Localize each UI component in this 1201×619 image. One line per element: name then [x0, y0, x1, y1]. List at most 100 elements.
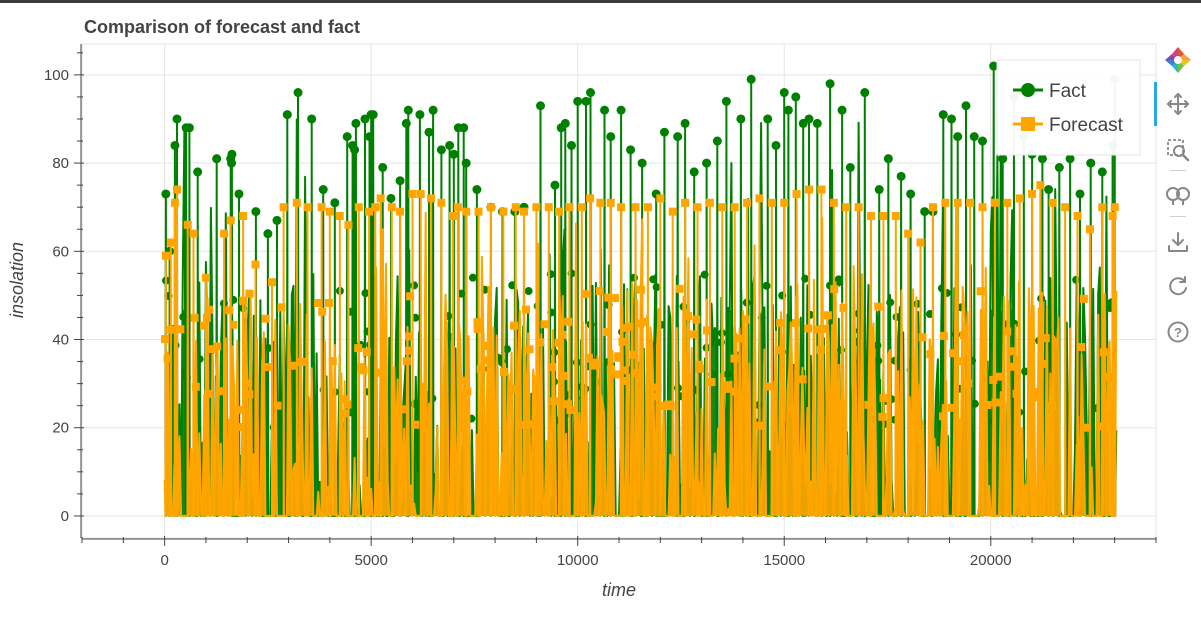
data-point	[776, 318, 785, 327]
data-point	[718, 203, 727, 212]
data-point	[582, 290, 591, 299]
data-point	[976, 287, 985, 296]
data-point	[721, 96, 731, 106]
data-point	[991, 398, 1000, 407]
data-point	[1003, 327, 1012, 336]
data-point	[1034, 393, 1043, 402]
data-point	[521, 305, 530, 314]
data-point	[961, 101, 971, 111]
data-point	[596, 198, 605, 207]
pan-icon[interactable]	[1158, 86, 1198, 122]
data-point	[410, 281, 419, 290]
data-point	[787, 404, 796, 413]
data-point	[700, 270, 709, 279]
data-point	[215, 387, 224, 396]
y-tick-label: 100	[44, 67, 69, 84]
data-point	[886, 298, 895, 307]
data-point	[864, 400, 873, 409]
axes: 0 5000 10000 15000 20000 0 20 40 60 80 100	[44, 44, 1157, 569]
data-point	[791, 92, 801, 102]
data-point	[763, 114, 773, 124]
data-point	[519, 207, 528, 216]
data-point	[783, 105, 793, 115]
data-point	[183, 220, 192, 229]
data-point	[1079, 294, 1088, 303]
data-point	[920, 207, 930, 217]
data-point	[643, 203, 652, 212]
data-point	[525, 345, 534, 354]
data-point	[741, 315, 750, 324]
data-point	[351, 118, 361, 128]
data-point	[473, 318, 482, 327]
help-icon[interactable]: ?	[1158, 314, 1198, 350]
x-tick-label: 20000	[970, 552, 1012, 569]
data-point	[640, 317, 649, 326]
data-point	[712, 136, 722, 146]
legend-item-fact[interactable]: Fact	[1013, 81, 1087, 102]
data-point	[947, 403, 956, 412]
data-point	[804, 114, 814, 124]
data-point	[227, 149, 237, 159]
data-point	[406, 292, 415, 301]
data-point	[964, 379, 973, 388]
data-point	[637, 158, 647, 168]
data-point	[340, 409, 349, 418]
data-point	[239, 212, 248, 221]
data-point	[428, 394, 437, 403]
data-point	[317, 203, 326, 212]
data-point	[1105, 373, 1114, 382]
data-point	[586, 194, 595, 203]
data-point	[227, 158, 237, 168]
data-point	[354, 203, 363, 212]
data-point	[511, 203, 520, 212]
data-point	[595, 287, 604, 296]
box-zoom-icon[interactable]	[1158, 132, 1198, 168]
data-point	[860, 88, 870, 98]
data-point	[244, 379, 253, 388]
data-point	[195, 355, 204, 364]
data-point	[170, 198, 179, 207]
data-point	[681, 198, 690, 207]
data-point	[378, 163, 388, 172]
data-point	[1028, 189, 1037, 198]
data-point	[779, 88, 789, 98]
data-point	[947, 114, 957, 124]
x-tick-label: 10000	[557, 552, 599, 569]
save-icon[interactable]	[1158, 224, 1198, 260]
data-point	[618, 337, 627, 346]
data-point	[883, 154, 893, 164]
data-point	[411, 420, 420, 429]
data-point	[494, 353, 503, 362]
data-point	[566, 140, 576, 150]
data-point	[517, 420, 526, 429]
legend-item-forecast[interactable]: Forecast	[1013, 115, 1124, 136]
data-point	[161, 335, 170, 344]
data-point	[942, 289, 951, 298]
toolbar-separator	[1170, 170, 1186, 171]
data-point	[307, 114, 317, 124]
data-point	[536, 101, 546, 111]
data-point	[193, 167, 203, 177]
bokeh-logo-icon[interactable]	[1158, 42, 1198, 78]
wheel-zoom-icon[interactable]	[1158, 176, 1198, 212]
data-point	[401, 118, 411, 128]
data-point	[617, 203, 626, 212]
data-point	[462, 207, 471, 216]
legend-forecast-marker	[1021, 117, 1035, 131]
data-point	[607, 365, 616, 374]
data-point	[476, 364, 485, 373]
data-point	[272, 215, 282, 225]
data-point	[896, 171, 906, 181]
data-point	[978, 136, 988, 146]
chart-title: Comparison of forecast and fact	[84, 17, 360, 37]
data-point	[486, 203, 495, 212]
data-point	[702, 158, 712, 168]
data-point	[792, 318, 801, 327]
data-point	[730, 203, 739, 212]
data-point	[842, 203, 851, 212]
data-point	[318, 185, 328, 195]
reset-icon[interactable]	[1158, 268, 1198, 304]
data-point	[636, 285, 645, 294]
